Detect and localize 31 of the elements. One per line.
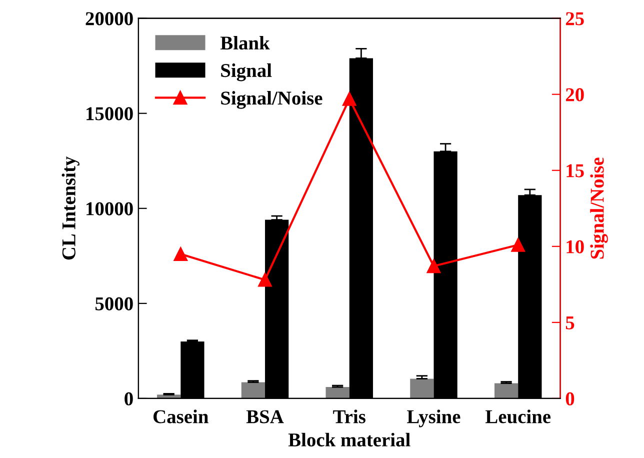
y-axis-title: CL Intensity (62, 156, 80, 260)
y2-axis-title: Signal/Noise (590, 158, 608, 259)
point (511, 238, 526, 252)
point (174, 247, 188, 261)
y2-tick-label: 5 (566, 316, 574, 330)
x-tick-label: Leucine (485, 410, 551, 424)
x-tick-label: BSA (246, 410, 284, 424)
y2-tick-label: 0 (566, 392, 574, 406)
legend-label: Signal/Noise (221, 91, 322, 109)
y-tick-label: 10000 (86, 202, 133, 216)
y2-tick-label: 25 (566, 12, 584, 26)
bar (241, 382, 266, 398)
point (342, 92, 356, 106)
legend-label: Signal (221, 63, 272, 82)
y-tick-label: 5000 (95, 297, 133, 310)
y-tick-label: 20000 (86, 12, 133, 26)
y-tick-label: 15000 (86, 107, 133, 120)
y2-tick-label: 15 (566, 164, 584, 178)
bar (494, 383, 518, 398)
point (426, 259, 441, 274)
legend-label: Blank (220, 36, 270, 50)
x-axis-title: Block material (288, 432, 410, 446)
y2-tick-label: 10 (566, 240, 584, 254)
bar (410, 378, 434, 398)
x-tick-label: Casein (154, 410, 208, 424)
x-tick-label: Tris (333, 410, 366, 424)
x-tick-label: Lysine (407, 410, 460, 428)
y2-tick-label: 20 (566, 88, 584, 102)
bar (326, 387, 350, 398)
y-tick-label: 0 (124, 392, 133, 406)
point (258, 272, 272, 287)
